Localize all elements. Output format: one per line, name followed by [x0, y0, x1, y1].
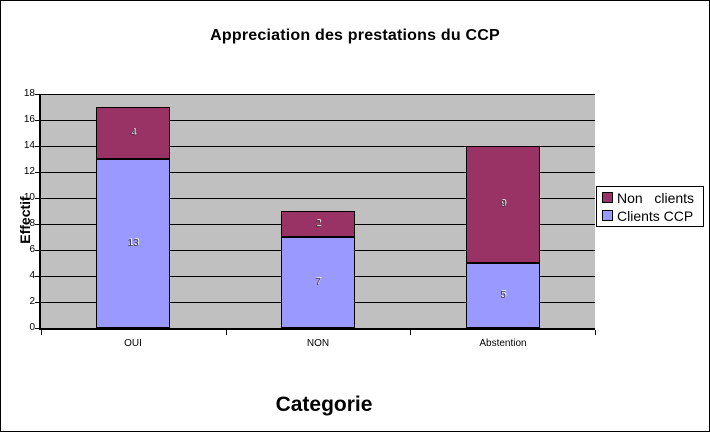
x-category-label-abstention: Abstention	[479, 338, 527, 349]
bar-segment-clients-ccp-non: 7	[281, 237, 355, 328]
y-tick-mark-12	[35, 172, 41, 173]
bar-segment-clients-ccp-oui: 13	[96, 159, 170, 328]
bar-segment-non-clients-non: 2	[281, 211, 355, 237]
y-tick-mark-0	[35, 328, 41, 329]
x-tick-mark-0	[41, 330, 42, 335]
y-tick-mark-8	[35, 224, 41, 225]
y-tick-label-10: 10	[23, 192, 35, 203]
gridline-y-16	[41, 120, 595, 121]
y-tick-label-18: 18	[23, 88, 35, 99]
x-axis-title: Categorie	[275, 393, 373, 416]
x-tick-mark-2	[410, 330, 411, 335]
gridline-y-12	[41, 172, 595, 173]
bar-segment-non-clients-oui: 4	[96, 107, 170, 159]
legend-item-clients-ccp: Clients CCP	[602, 207, 703, 225]
y-tick-label-8: 8	[29, 218, 35, 229]
bar-value-label: 2	[315, 218, 321, 230]
gridline-y-18	[41, 94, 595, 95]
x-category-label-oui: OUI	[124, 338, 142, 349]
y-tick-label-14: 14	[23, 140, 35, 151]
y-tick-mark-6	[35, 250, 41, 251]
bar-value-label: 13	[127, 238, 139, 249]
bar-value-label: 9	[500, 199, 506, 210]
legend-swatch-clients-ccp	[602, 210, 613, 221]
legend-label-clients-ccp: Clients CCP	[617, 207, 694, 224]
y-tick-mark-2	[35, 302, 41, 303]
bar-value-label: 4	[130, 127, 136, 139]
y-tick-mark-16	[35, 120, 41, 121]
y-tick-mark-4	[35, 276, 41, 277]
bar-segment-clients-ccp-abstention: 5	[466, 263, 540, 328]
y-tick-label-12: 12	[23, 166, 35, 177]
gridline-y-10	[41, 198, 595, 199]
y-tick-label-16: 16	[23, 114, 35, 125]
bar-value-label: 7	[315, 277, 321, 288]
legend-swatch-non-clients	[602, 192, 613, 203]
y-tick-mark-14	[35, 146, 41, 147]
legend: Non clients Clients CCP	[596, 186, 704, 227]
gridline-y-14	[41, 146, 595, 147]
y-tick-label-0: 0	[29, 322, 35, 333]
x-category-label-non: NON	[306, 338, 330, 349]
y-tick-mark-18	[35, 94, 41, 95]
chart-title: Appreciation des prestations du CCP	[210, 27, 500, 44]
y-tick-label-4: 4	[29, 270, 35, 281]
x-tick-mark-3	[595, 330, 596, 335]
legend-label-non-clients: Non clients	[617, 189, 695, 206]
y-tick-mark-10	[35, 198, 41, 199]
x-tick-mark-1	[226, 330, 227, 335]
y-axis-title: Effectif	[17, 196, 33, 244]
legend-item-non-clients: Non clients	[602, 189, 703, 207]
y-tick-label-2: 2	[29, 296, 35, 307]
bar-segment-non-clients-abstention: 9	[466, 146, 540, 263]
bar-value-label: 5	[500, 290, 506, 301]
y-tick-label-6: 6	[29, 244, 35, 255]
